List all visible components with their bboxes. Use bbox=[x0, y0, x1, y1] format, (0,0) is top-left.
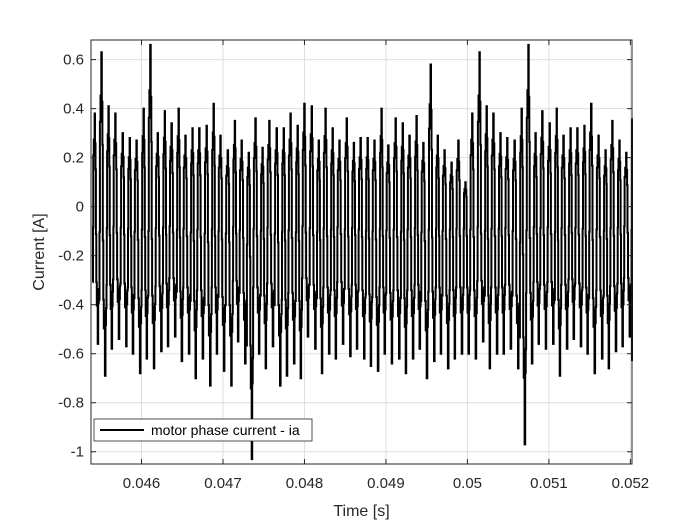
y-tick-label: -0.2 bbox=[58, 248, 84, 265]
x-tick-label: 0.051 bbox=[530, 475, 568, 492]
y-tick-label: 0.6 bbox=[63, 52, 84, 69]
y-tick-label: -0.4 bbox=[58, 297, 84, 314]
y-tick-label: 0.4 bbox=[63, 101, 84, 118]
axes-box bbox=[90, 39, 633, 465]
y-tick-label: 0 bbox=[76, 199, 84, 216]
x-tick-label: 0.049 bbox=[367, 475, 405, 492]
x-tick-label: 0.05 bbox=[453, 475, 482, 492]
x-tick-label: 0.048 bbox=[286, 475, 324, 492]
legend-entry: motor phase current - ia bbox=[151, 422, 300, 438]
x-tick-label: 0.047 bbox=[204, 475, 242, 492]
y-tick-label: 0.2 bbox=[63, 150, 84, 167]
series-layer bbox=[92, 43, 633, 461]
series-line-ia bbox=[92, 43, 633, 461]
y-tick-label: -1 bbox=[71, 444, 84, 461]
legend: motor phase current - ia bbox=[93, 418, 313, 442]
x-axis-label: Time [s] bbox=[333, 503, 389, 520]
x-tick-label: 0.052 bbox=[612, 475, 650, 492]
tick-layer: 0.046 0.047 0.048 0.049 0.05 0.051 0.052 -1 -0.8… bbox=[58, 40, 649, 492]
legend-box bbox=[93, 418, 313, 442]
x-tick-label: 0.046 bbox=[123, 475, 161, 492]
y-axis-label: Current [A] bbox=[31, 213, 48, 290]
y-tick-label: -0.8 bbox=[58, 395, 84, 412]
y-tick-label: -0.6 bbox=[58, 346, 84, 363]
